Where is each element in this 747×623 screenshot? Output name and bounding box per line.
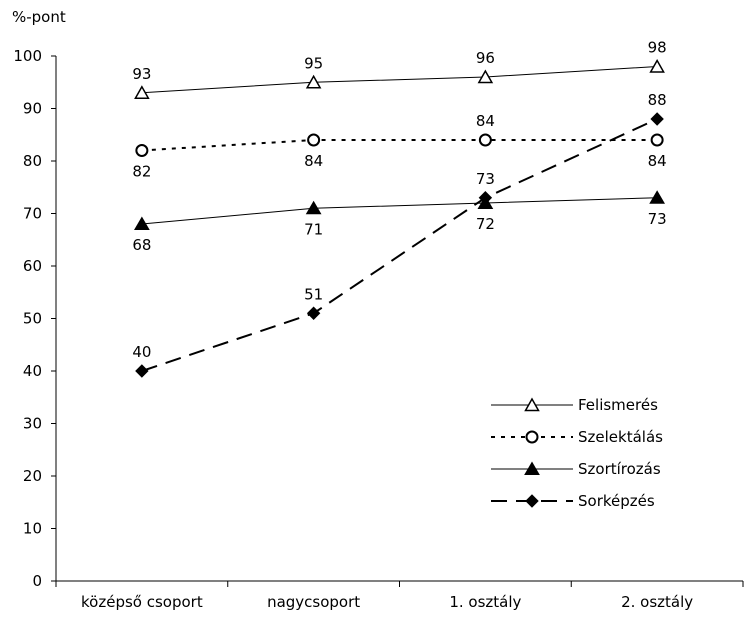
y-tick-label: 70 — [23, 205, 42, 223]
data-label: 51 — [304, 285, 323, 303]
series-line-2 — [141, 139, 658, 152]
y-tick-label: 80 — [23, 152, 42, 170]
y-axis-label: %-pont — [12, 8, 66, 26]
y-tick-label: 60 — [23, 257, 42, 275]
data-label: 96 — [476, 49, 495, 67]
legend-marker — [525, 430, 539, 444]
data-point — [307, 133, 321, 147]
x-tick-label: középső csoport — [81, 593, 203, 611]
data-point — [478, 133, 492, 147]
y-tick-label: 20 — [23, 467, 42, 485]
data-point — [135, 364, 149, 378]
legend-marker — [524, 461, 540, 475]
data-label: 98 — [648, 39, 667, 57]
data-point — [477, 69, 494, 84]
data-point — [305, 74, 322, 89]
legend-marker — [525, 494, 539, 508]
y-tick-label: 50 — [23, 310, 42, 328]
data-point — [135, 144, 149, 157]
y-tick-label: 10 — [23, 520, 42, 538]
data-point — [478, 191, 493, 205]
data-label: 72 — [476, 215, 495, 233]
data-label: 93 — [132, 65, 151, 83]
data-label: 95 — [304, 54, 323, 72]
legend-marker — [524, 397, 540, 412]
data-point — [134, 85, 150, 99]
data-label: 68 — [132, 236, 151, 254]
x-tick-label: 2. osztály — [621, 593, 693, 611]
data-label: 71 — [304, 220, 323, 238]
data-point — [649, 190, 665, 204]
series-line-4 — [141, 118, 658, 372]
series-lines — [134, 58, 665, 378]
data-label: 82 — [132, 163, 151, 181]
data-point — [650, 112, 664, 126]
legend-label: Szortírozás — [578, 460, 661, 478]
y-tick-label: 40 — [23, 362, 42, 380]
x-tick-label: nagycsoport — [267, 593, 360, 611]
legend-label: Szelektálás — [578, 428, 663, 446]
data-label: 73 — [648, 210, 667, 228]
data-label: 73 — [476, 170, 495, 188]
data-label: 84 — [648, 152, 667, 170]
series-line-3 — [141, 197, 658, 225]
data-label: 88 — [648, 91, 667, 109]
y-tick-label: 100 — [13, 47, 42, 65]
data-point — [134, 216, 150, 230]
y-tick-label: 0 — [32, 572, 42, 590]
data-point — [305, 200, 322, 215]
data-point — [650, 133, 664, 147]
y-tick-label: 90 — [23, 100, 42, 118]
axes: 0 10 20 30 40 50 60 70 80 90 100 középső csoport nag… — [13, 47, 744, 611]
data-label: 40 — [132, 343, 151, 361]
legend-label: Felismerés — [578, 396, 658, 414]
x-tick-label: 1. osztály — [449, 593, 521, 611]
data-label: 84 — [304, 152, 323, 170]
legend: Felismerés Szelektálás Szortírozás Sorképzé… — [491, 396, 663, 510]
data-label: 84 — [476, 112, 495, 130]
y-tick-label: 30 — [23, 415, 42, 433]
data-point — [306, 306, 321, 320]
data-point — [649, 58, 665, 73]
data-labels: 93 95 96 98 82 84 84 84 68 71 72 73 40 51 73 88 — [132, 39, 666, 362]
legend-label: Sorképzés — [578, 492, 655, 510]
series-line-1 — [141, 66, 658, 94]
